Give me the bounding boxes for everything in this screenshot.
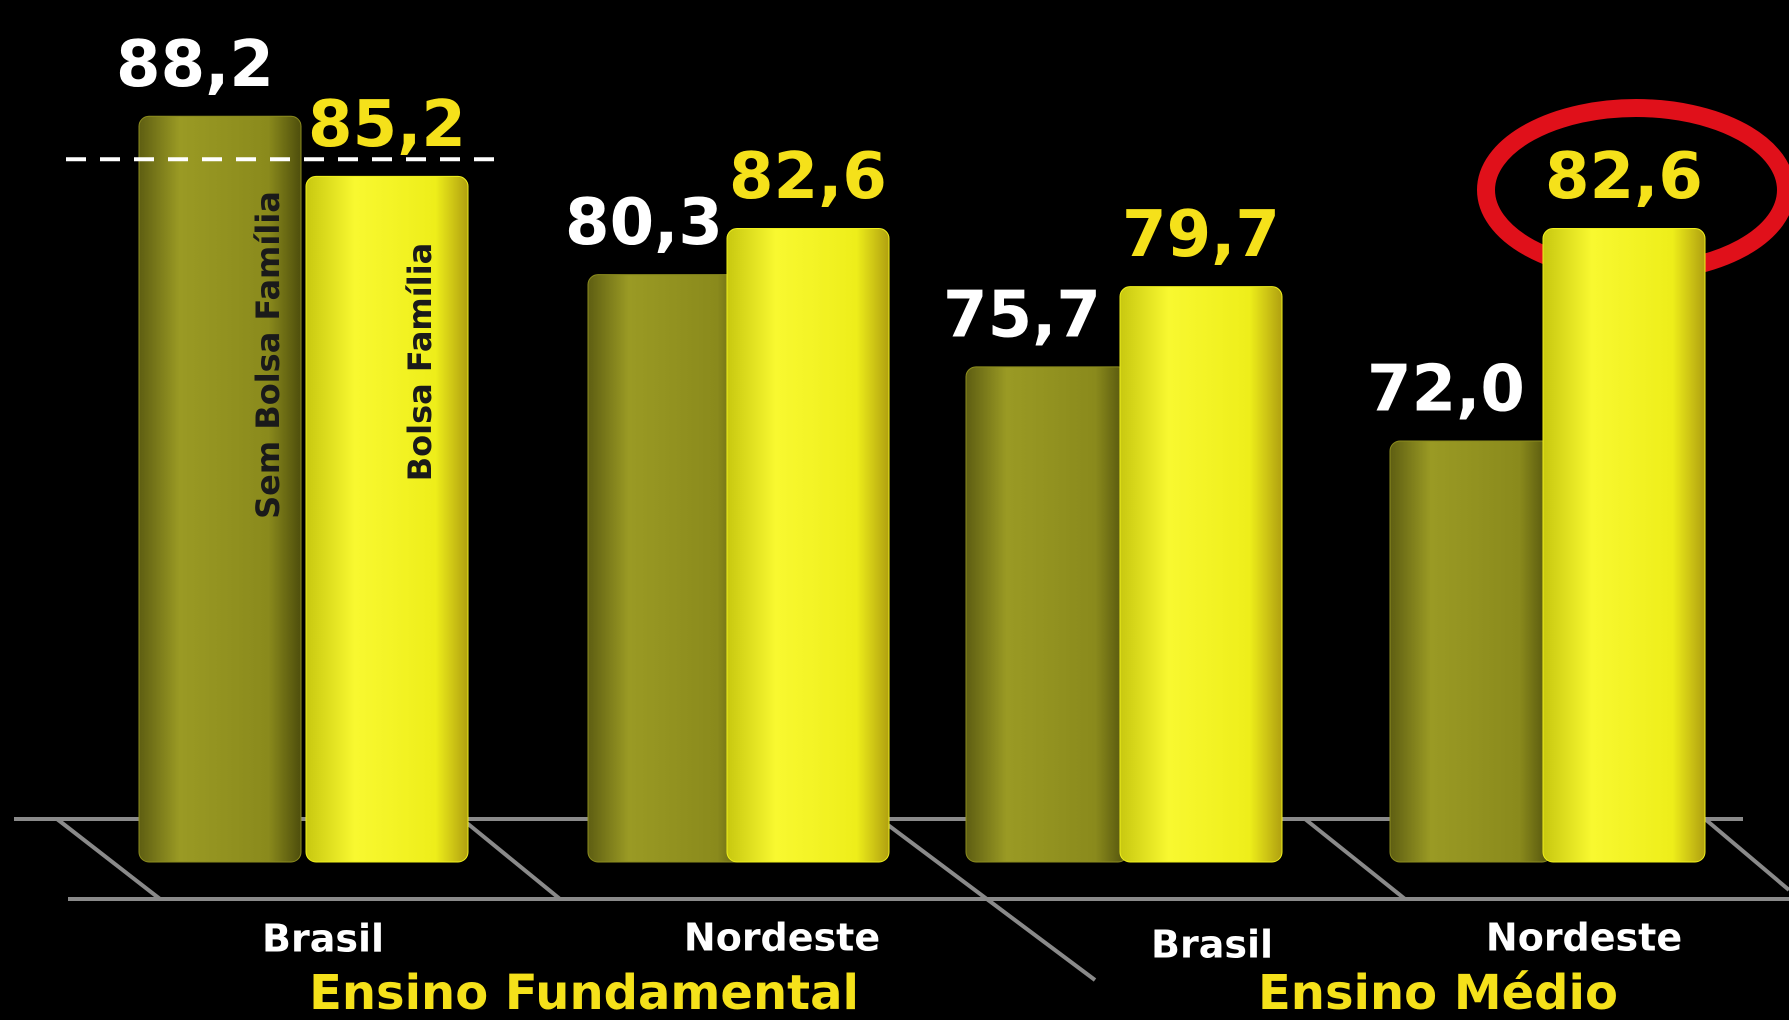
value-label: 72,0	[1367, 353, 1525, 427]
category-label: Nordeste	[1486, 916, 1682, 960]
legend-label: Sem Bolsa Família	[249, 191, 287, 519]
bar	[138, 115, 302, 863]
bar	[305, 175, 469, 863]
bar	[726, 228, 890, 863]
value-label: 82,6	[729, 140, 887, 214]
value-label: 88,2	[116, 28, 274, 102]
value-label: 80,3	[565, 186, 723, 260]
bar	[1542, 228, 1706, 863]
category-label: Brasil	[262, 917, 384, 961]
value-label: 75,7	[943, 278, 1101, 352]
value-label: 79,7	[1122, 198, 1280, 272]
value-label: 85,2	[308, 88, 466, 162]
bar	[1389, 440, 1553, 863]
value-label: 82,6	[1545, 140, 1703, 214]
category-label: Brasil	[1151, 923, 1273, 967]
legend-label: Bolsa Família	[401, 243, 439, 482]
group-label: Ensino Médio	[1258, 965, 1618, 1020]
bar	[1119, 286, 1283, 863]
category-label: Nordeste	[684, 916, 880, 960]
group-label: Ensino Fundamental	[309, 965, 859, 1020]
bar	[587, 274, 751, 863]
bar	[965, 366, 1129, 863]
